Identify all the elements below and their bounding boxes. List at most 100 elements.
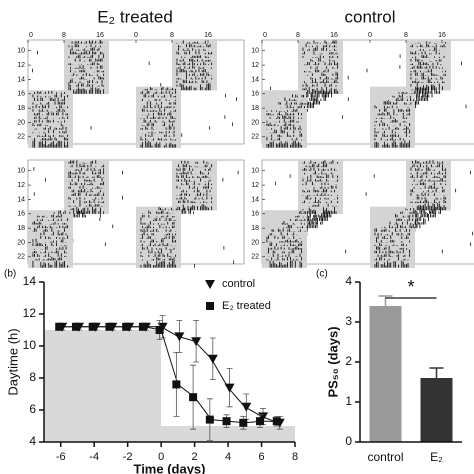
activity xyxy=(376,142,377,148)
activity xyxy=(148,61,150,66)
activity xyxy=(32,68,33,73)
marker xyxy=(155,326,164,334)
activity xyxy=(407,263,409,268)
activity xyxy=(416,100,418,105)
activity xyxy=(67,141,69,148)
activity xyxy=(440,206,441,214)
activity xyxy=(92,87,94,94)
activity xyxy=(396,144,398,148)
marker xyxy=(191,337,202,347)
activity xyxy=(415,213,417,221)
activity xyxy=(62,262,64,268)
activity xyxy=(393,261,395,268)
activity xyxy=(461,61,463,66)
activity xyxy=(419,222,421,229)
activity xyxy=(307,218,309,225)
activity xyxy=(100,207,101,214)
activity xyxy=(279,142,280,148)
activity xyxy=(437,203,439,211)
activity xyxy=(310,209,312,214)
activity xyxy=(321,92,323,98)
activity xyxy=(313,215,315,218)
activity xyxy=(382,264,384,268)
activity xyxy=(162,260,164,268)
light-phase xyxy=(172,83,217,91)
activity xyxy=(289,174,291,178)
activity xyxy=(425,211,427,218)
legend-label: control xyxy=(222,278,255,290)
activity xyxy=(424,87,426,94)
activity xyxy=(159,262,161,268)
y-tick-label: 12 xyxy=(23,306,37,320)
activity xyxy=(32,141,34,148)
activity xyxy=(96,88,98,94)
activity xyxy=(432,209,434,214)
error-bar xyxy=(429,367,444,378)
activity xyxy=(203,204,205,211)
x-tick-label: 6 xyxy=(258,451,264,463)
activity xyxy=(40,141,42,148)
activity xyxy=(285,141,287,148)
activity xyxy=(316,222,318,229)
activity xyxy=(280,141,282,148)
activity xyxy=(190,206,192,211)
activity xyxy=(315,94,317,98)
activity xyxy=(387,261,388,268)
activity xyxy=(388,144,390,148)
activity xyxy=(382,144,384,148)
actogram-x-label: 0 xyxy=(368,32,372,39)
activity xyxy=(430,211,432,218)
activity xyxy=(325,215,327,221)
activity xyxy=(313,94,315,98)
activity xyxy=(206,206,208,211)
panel-label: (c) xyxy=(316,269,328,280)
activity xyxy=(78,210,80,218)
activity xyxy=(434,212,436,218)
activity xyxy=(312,98,314,105)
marker xyxy=(256,417,265,426)
activity xyxy=(298,141,299,148)
activity xyxy=(432,203,434,211)
activity xyxy=(148,263,150,268)
actogram-x-label: 0 xyxy=(29,32,33,39)
activity xyxy=(291,260,293,268)
x-tick-label: -6 xyxy=(56,451,66,463)
x-tick-label: -4 xyxy=(89,451,99,463)
activity xyxy=(321,217,323,225)
activity xyxy=(104,242,106,247)
activity xyxy=(85,211,87,214)
activity xyxy=(156,261,158,268)
activity xyxy=(56,143,58,148)
activity xyxy=(312,217,314,225)
activity xyxy=(92,206,94,214)
activity xyxy=(74,91,76,94)
activity xyxy=(335,88,337,94)
actogram-y-label: 20 xyxy=(251,239,259,246)
activity xyxy=(168,262,170,268)
light-phase xyxy=(64,206,109,215)
activity xyxy=(401,260,403,268)
actogram-y-label: 14 xyxy=(251,196,259,203)
activity xyxy=(296,143,298,148)
activity xyxy=(394,141,396,148)
actogram-y-label: 18 xyxy=(17,225,25,232)
activity xyxy=(282,264,284,268)
activity xyxy=(208,83,209,91)
actogram-x-label: 16 xyxy=(204,32,212,39)
activity xyxy=(275,264,277,268)
activity xyxy=(38,141,40,148)
activity xyxy=(95,87,97,94)
activity xyxy=(420,213,422,218)
activity xyxy=(424,218,426,225)
activity xyxy=(33,167,35,171)
activity xyxy=(472,231,474,236)
activity xyxy=(181,84,183,91)
activity xyxy=(308,87,310,94)
activity xyxy=(237,170,239,175)
activity xyxy=(209,126,211,130)
activity xyxy=(122,195,123,200)
activity xyxy=(318,91,320,98)
activity xyxy=(308,223,310,229)
